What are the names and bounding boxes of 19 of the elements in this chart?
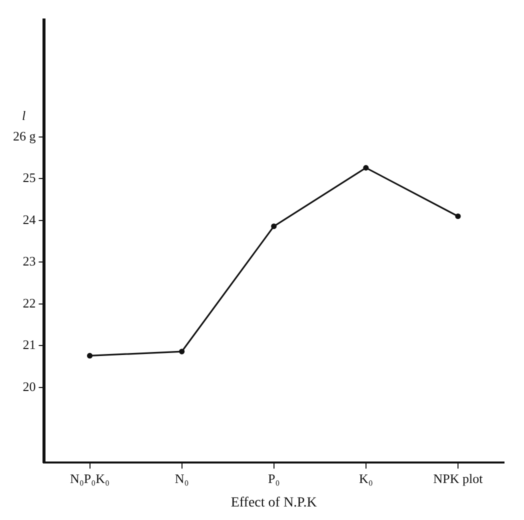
y-tick-label: 23 — [22, 254, 36, 269]
point — [363, 165, 369, 171]
x-axis-title: Effect of N.P.K — [230, 495, 317, 510]
point — [271, 223, 277, 230]
y-tick-label: 24 — [22, 212, 36, 227]
x-tick-label: NPK plot — [433, 470, 484, 486]
y-tick-label: 21 — [22, 337, 36, 352]
x-tick-label: N₀P₀K₀ — [70, 470, 110, 486]
y-tick-label: 22 — [22, 295, 36, 310]
x-tick-label: K₀ — [358, 470, 373, 486]
y-axis-title: l — [22, 108, 26, 123]
point — [179, 348, 185, 354]
point — [455, 213, 461, 220]
y-tick-label: 25 — [22, 170, 36, 186]
y-tick-label: 20 — [22, 378, 36, 394]
x-tick-label: P₀ — [268, 470, 280, 486]
point — [86, 352, 93, 359]
y-tick-label: 26 g — [13, 128, 36, 144]
x-tick-label: N₀ — [174, 470, 189, 486]
